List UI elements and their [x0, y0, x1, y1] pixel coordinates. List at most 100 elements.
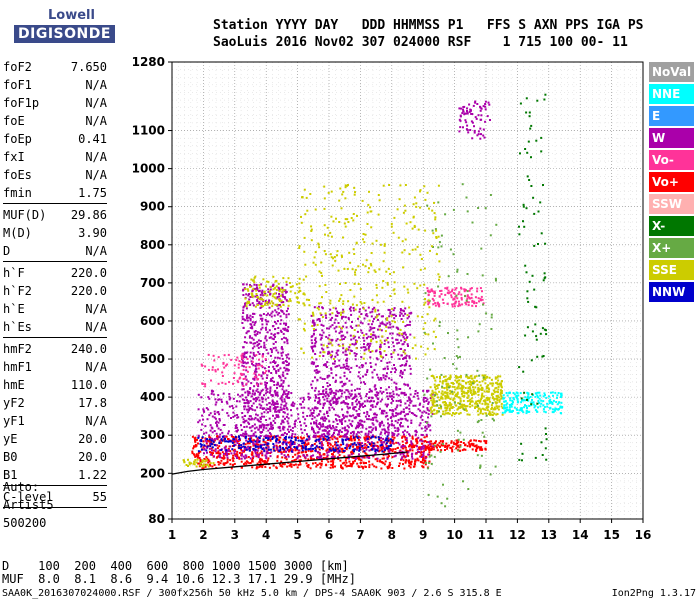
echo-point — [246, 300, 249, 303]
echo-point — [408, 410, 411, 413]
echo-point — [427, 416, 429, 419]
param-row: MUF(D) 29.86 — [3, 206, 107, 224]
echo-point — [477, 130, 480, 133]
echo-point — [459, 387, 462, 390]
echo-point — [290, 409, 292, 412]
echo-point — [238, 442, 241, 445]
echo-point — [207, 461, 210, 464]
echo-point — [232, 415, 235, 418]
echo-point — [262, 305, 265, 308]
echo-point — [244, 402, 247, 405]
echo-point — [363, 447, 365, 450]
echo-point — [538, 391, 541, 394]
echo-point — [516, 392, 519, 395]
echo-point — [282, 277, 285, 280]
echo-point — [272, 275, 275, 278]
echo-point — [432, 402, 434, 405]
echo-point — [403, 337, 406, 340]
echo-point — [379, 390, 382, 393]
echo-point — [405, 459, 408, 461]
echo-point — [430, 399, 433, 402]
echo-point — [372, 331, 375, 334]
echo-point — [367, 306, 370, 309]
echo-point — [382, 374, 385, 377]
echo-point — [205, 442, 208, 445]
echo-point — [286, 408, 289, 411]
echo-point — [473, 375, 476, 378]
echo-point — [383, 410, 386, 413]
echo-point — [477, 407, 480, 410]
echo-point — [212, 452, 214, 455]
echo-point — [288, 357, 291, 360]
echo-point — [473, 300, 476, 303]
echo-point — [370, 431, 373, 434]
echo-point — [551, 402, 554, 404]
echo-points — [182, 93, 564, 508]
echo-point — [362, 336, 365, 339]
echo-point — [456, 297, 459, 300]
echo-point — [319, 376, 322, 379]
echo-point — [445, 385, 448, 388]
echo-point — [269, 302, 272, 305]
echo-point — [233, 452, 236, 455]
echo-point — [214, 398, 217, 401]
echo-point — [337, 444, 340, 447]
echo-point — [310, 362, 313, 365]
echo-point — [202, 459, 205, 462]
echo-point — [350, 338, 353, 341]
echo-point — [472, 391, 475, 393]
echo-point — [207, 353, 210, 356]
echo-point — [231, 440, 234, 443]
echo-point — [374, 450, 377, 453]
echo-point — [450, 406, 453, 409]
echo-point — [232, 438, 235, 441]
echo-point — [323, 398, 326, 401]
echo-point — [420, 427, 423, 430]
echo-point — [249, 284, 251, 286]
echo-point — [484, 376, 487, 379]
echo-point — [247, 456, 250, 458]
echo-point — [440, 443, 443, 446]
echo-point — [288, 425, 291, 428]
echo-point — [450, 294, 453, 297]
echo-point — [251, 362, 253, 365]
echo-point — [460, 107, 462, 110]
echo-point — [522, 411, 525, 414]
echo-point — [428, 446, 431, 449]
echo-point — [245, 366, 248, 369]
echo-point — [379, 439, 382, 442]
echo-point — [444, 397, 447, 400]
echo-point — [364, 346, 367, 349]
echo-point — [198, 457, 201, 459]
echo-point — [185, 464, 188, 466]
echo-point — [281, 446, 284, 449]
echo-point — [335, 389, 338, 392]
echo-point — [388, 423, 391, 426]
echo-point — [258, 460, 261, 463]
echo-point — [299, 424, 302, 427]
echo-point — [267, 429, 270, 432]
echo-point — [376, 460, 379, 463]
echo-point — [463, 394, 466, 397]
echo-point — [223, 456, 226, 459]
echo-point — [503, 404, 506, 407]
echo-point — [344, 415, 347, 418]
echo-point — [285, 290, 288, 293]
echo-point — [224, 364, 227, 367]
echo-point — [283, 322, 285, 325]
echo-point — [528, 179, 531, 181]
echo-point — [272, 443, 275, 445]
echo-point — [203, 458, 206, 460]
echo-point — [347, 368, 350, 371]
echo-point — [197, 442, 199, 445]
echo-point — [391, 424, 393, 427]
echo-point — [340, 447, 343, 450]
param-label: yF2 — [3, 396, 25, 410]
echo-point — [255, 370, 258, 373]
echo-point — [379, 343, 382, 346]
echo-point — [307, 442, 310, 445]
echo-point — [200, 428, 203, 431]
echo-point — [281, 419, 284, 422]
echo-point — [241, 388, 244, 391]
echo-point — [335, 418, 337, 421]
